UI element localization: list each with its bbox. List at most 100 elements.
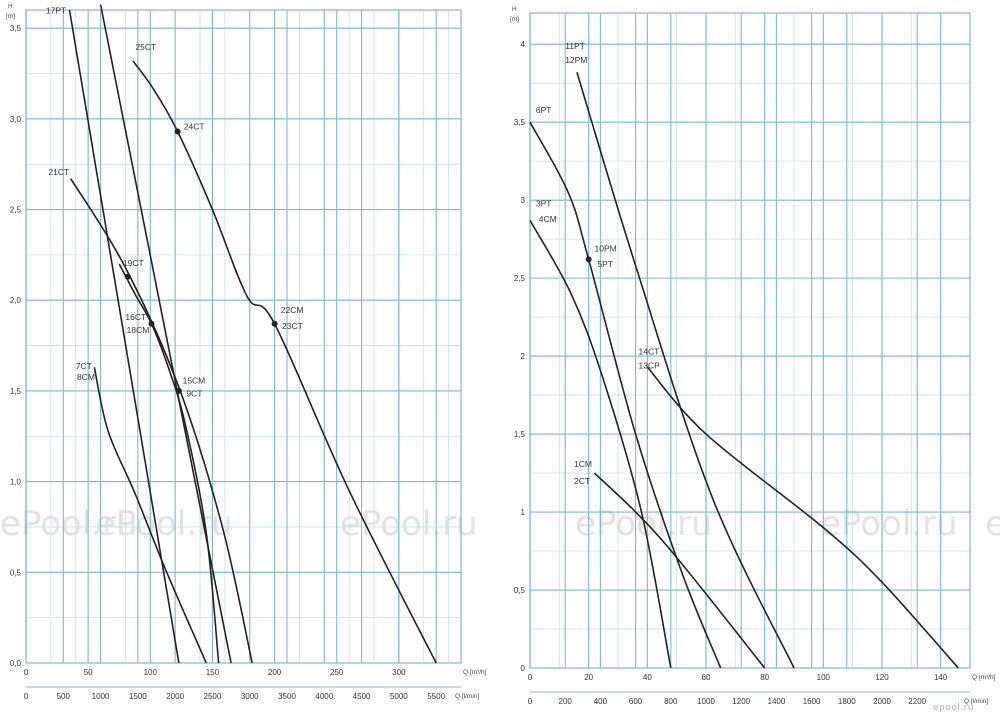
x2-tick-label: 0 — [528, 697, 533, 706]
x-tick-label: 20 — [584, 673, 593, 682]
y-tick-label: 0 — [521, 664, 526, 673]
x-tick-label: 100 — [144, 668, 158, 677]
x-tick-label: 0 — [528, 673, 533, 682]
curve-label: 19CT — [123, 258, 144, 268]
x2-tick-label: 1600 — [803, 697, 821, 706]
curve-label: 22CM — [281, 305, 304, 315]
plot-frame — [529, 12, 971, 669]
watermark-text: ePool.ru — [340, 504, 478, 544]
x2-tick-label: 5500 — [427, 692, 445, 701]
y-tick-label: 0,5 — [10, 568, 22, 577]
curve-marker — [271, 320, 278, 327]
watermark-text: ePool.ru — [95, 504, 233, 544]
curve-7CT — [93, 367, 207, 664]
watermark-text: ePool.ru — [820, 504, 958, 544]
chart-right: 00,511,522,533,54H[m]0 20 40 60 80 100 120 1400… — [510, 6, 996, 706]
x2-tick-label: 1200 — [732, 697, 750, 706]
y-tick-label: 3,0 — [10, 115, 22, 124]
curve-11PT — [576, 72, 795, 669]
curve-label: 16CT — [125, 312, 146, 322]
watermark-text: ePool.ru — [0, 504, 138, 544]
x2-tick-label: 1800 — [838, 697, 856, 706]
curve-label: 12PM — [565, 55, 587, 65]
x-axis-label: Q [m³/h] — [463, 669, 487, 676]
curve-label: 6PT — [536, 105, 552, 115]
curve-20PT — [99, 4, 232, 664]
x2-tick-label: 1400 — [768, 697, 786, 706]
curve-label: 3PT — [536, 198, 552, 208]
y-axis-label: H — [8, 3, 13, 10]
x-tick-label: 80 — [760, 673, 769, 682]
curve-17PT — [68, 9, 180, 664]
plot-frame — [25, 9, 462, 664]
curve-label: 24CT — [184, 122, 205, 132]
curve-6PT — [529, 121, 722, 669]
curve-label: 10PM — [595, 244, 617, 254]
curve-label: 17PT — [46, 6, 66, 16]
x2-axis-label: Q [l/min] — [455, 693, 479, 700]
curve-label: 11PT — [565, 41, 585, 51]
y-tick-label: 4 — [521, 40, 526, 49]
y-tick-label: 0,0 — [10, 659, 22, 668]
x-tick-label: 140 — [934, 673, 948, 682]
curve-label: 21CT — [48, 167, 69, 177]
y-tick-label: 3,5 — [514, 118, 526, 127]
curve-marker — [148, 320, 155, 327]
curve-16CT — [118, 263, 220, 664]
x2-tick-label: 4500 — [353, 692, 371, 701]
y-axis-unit: [m] — [6, 13, 15, 20]
curve-25CT — [132, 60, 437, 664]
curve-label: 25CT — [135, 42, 156, 52]
curve-label: 14CT — [639, 347, 660, 357]
x-tick-label: 60 — [702, 673, 711, 682]
x2-tick-label: 2500 — [204, 692, 222, 701]
curve-label: 7CT — [76, 361, 92, 371]
curve-label: 1CM — [574, 459, 592, 469]
y-tick-label: 1,5 — [514, 430, 526, 439]
x2-tick-label: 1000 — [92, 692, 110, 701]
curve-marker — [174, 128, 181, 135]
site-logo: epool.ru — [933, 703, 975, 713]
x2-tick-label: 1500 — [129, 692, 147, 701]
curve-marker — [124, 273, 131, 280]
curve-marker — [585, 256, 592, 263]
y-tick-label: 1,5 — [10, 387, 22, 396]
x-tick-label: 200 — [268, 668, 282, 677]
curve-label: 15CM — [183, 376, 206, 386]
y-tick-label: 2,0 — [10, 296, 22, 305]
curve-label: 8CM — [77, 372, 95, 382]
y-tick-label: 3 — [521, 196, 526, 205]
x2-tick-label: 2200 — [908, 697, 926, 706]
x2-tick-label: 4000 — [315, 692, 333, 701]
x2-tick-label: 1000 — [697, 697, 715, 706]
x2-tick-label: 500 — [57, 692, 71, 701]
x-tick-label: 40 — [643, 673, 652, 682]
curve-1CM — [593, 472, 766, 669]
y-tick-label: 2,5 — [10, 206, 22, 215]
x-tick-label: 120 — [875, 673, 889, 682]
x2-tick-label: 0 — [24, 692, 29, 701]
curve-label: 18CM — [127, 325, 150, 335]
chart-left: 0,0 0,5 1,0 1,5 2,0 2,5 3,0 3,5 H [m] 0 50 100 150 200… — [6, 3, 487, 701]
y-tick-label: 2,5 — [514, 274, 526, 283]
x2-tick-label: 2000 — [166, 692, 184, 701]
curve-3PT — [529, 220, 672, 669]
curve-label: 9CT — [186, 388, 202, 398]
x2-tick-label: 800 — [664, 697, 678, 706]
curve-14CT — [646, 366, 959, 669]
y-tick-label: 0,5 — [514, 586, 526, 595]
x-tick-label: 0 — [24, 668, 29, 677]
x2-tick-label: 200 — [559, 697, 573, 706]
x-tick-label: 50 — [84, 668, 93, 677]
x2-tick-label: 600 — [629, 697, 643, 706]
x-axis-label: Q [m³/h] — [972, 674, 996, 681]
x-tick-label: 150 — [206, 668, 220, 677]
y-tick-label: 1,0 — [10, 478, 22, 487]
x2-tick-label: 5000 — [390, 692, 408, 701]
y-axis-label: H — [512, 6, 517, 13]
curve-21CT — [70, 178, 253, 664]
x-tick-label: 300 — [392, 668, 406, 677]
curve-label: 23CT — [282, 321, 303, 331]
